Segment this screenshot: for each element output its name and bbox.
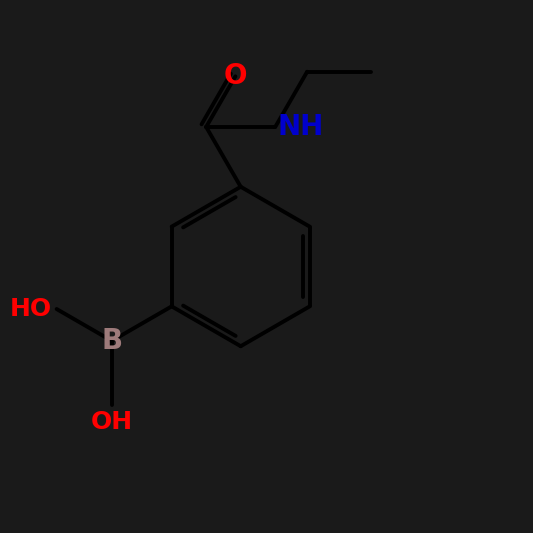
Text: OH: OH bbox=[91, 410, 133, 434]
Text: HO: HO bbox=[10, 297, 52, 321]
Text: B: B bbox=[101, 327, 123, 355]
Text: O: O bbox=[224, 62, 247, 90]
Text: NH: NH bbox=[278, 113, 324, 141]
